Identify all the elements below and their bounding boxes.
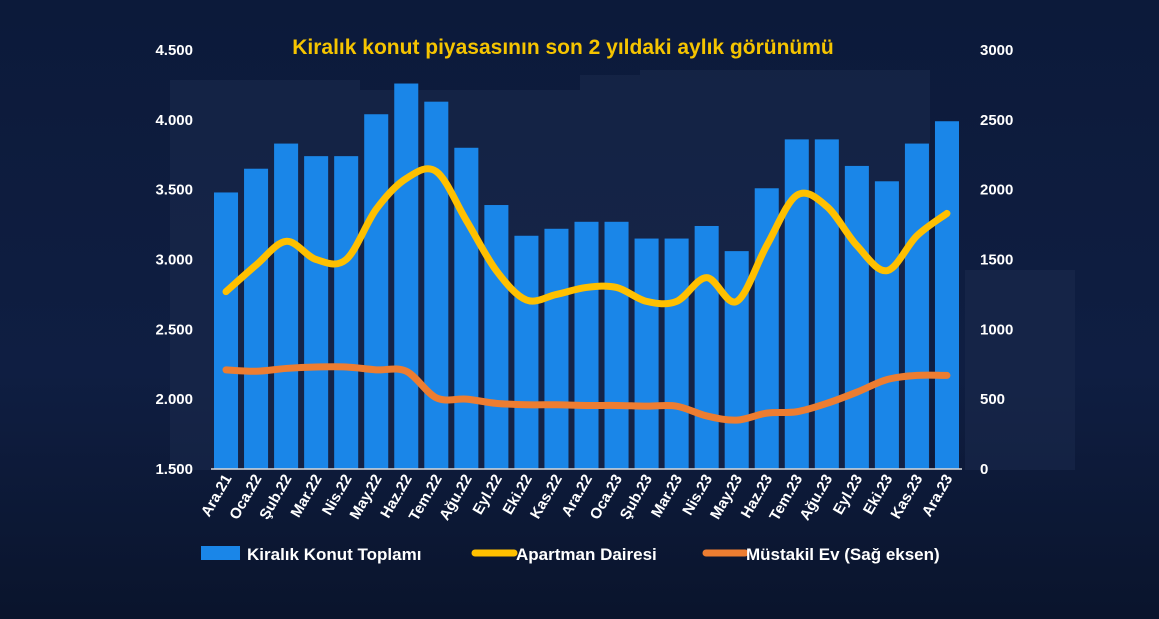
bar [784, 139, 809, 470]
bar [904, 143, 929, 469]
x-axis-ticks: Ara.21Oca.22Şub.22Mar.22Nis.22May.22Haz.… [198, 471, 957, 523]
right-tick-label: 0 [980, 461, 988, 478]
right-tick-label: 2000 [980, 182, 1013, 199]
x-tick-label: Ara.23 [919, 472, 957, 520]
legend: Kiralık Konut Toplamı Apartman Dairesi M… [201, 545, 940, 564]
bar [454, 147, 479, 469]
bar [304, 156, 329, 469]
legend-bar-swatch [201, 546, 240, 560]
legend-label-total: Kiralık Konut Toplamı [247, 545, 421, 564]
right-tick-label: 500 [980, 391, 1005, 408]
bar [634, 238, 659, 469]
house-line [222, 363, 951, 424]
left-tick-label: 4.000 [155, 112, 193, 129]
bar [814, 139, 839, 470]
left-axis-ticks: 1.500 2.000 2.500 3.000 3.500 4.000 4.500 [155, 42, 193, 478]
right-tick-label: 1500 [980, 252, 1013, 269]
bar-series [214, 83, 959, 470]
bar [214, 192, 239, 469]
bar [874, 181, 899, 469]
bar [514, 235, 539, 469]
bar [664, 238, 689, 469]
left-tick-label: 2.500 [155, 321, 193, 338]
right-tick-label: 3000 [980, 42, 1013, 59]
chart-title: Kiralık konut piyasasının son 2 yıldaki … [292, 36, 833, 59]
bar [334, 156, 359, 469]
bar [424, 101, 449, 469]
right-tick-label: 1000 [980, 321, 1013, 338]
bar [394, 83, 419, 470]
bar [694, 225, 719, 469]
line-series [222, 165, 951, 424]
building-silhouette [965, 270, 1075, 470]
right-tick-label: 2500 [980, 112, 1013, 129]
bar [934, 121, 959, 469]
bar [244, 168, 269, 469]
bar [604, 221, 629, 469]
left-tick-label: 2.000 [155, 391, 193, 408]
right-axis-ticks: 0 500 1000 1500 2000 2500 3000 [980, 42, 1013, 478]
bar [844, 165, 869, 469]
bar [574, 221, 599, 469]
bar [364, 114, 389, 469]
apartment-line [222, 165, 951, 308]
left-tick-label: 3.000 [155, 252, 193, 269]
bar [544, 228, 569, 469]
bar [484, 205, 509, 469]
left-tick-label: 1.500 [155, 461, 193, 478]
legend-label-house: Müstakil Ev (Sağ eksen) [746, 545, 940, 564]
legend-label-apartment: Apartman Dairesi [516, 545, 657, 564]
bar [274, 143, 299, 469]
left-tick-label: 4.500 [155, 42, 193, 59]
left-tick-label: 3.500 [155, 182, 193, 199]
